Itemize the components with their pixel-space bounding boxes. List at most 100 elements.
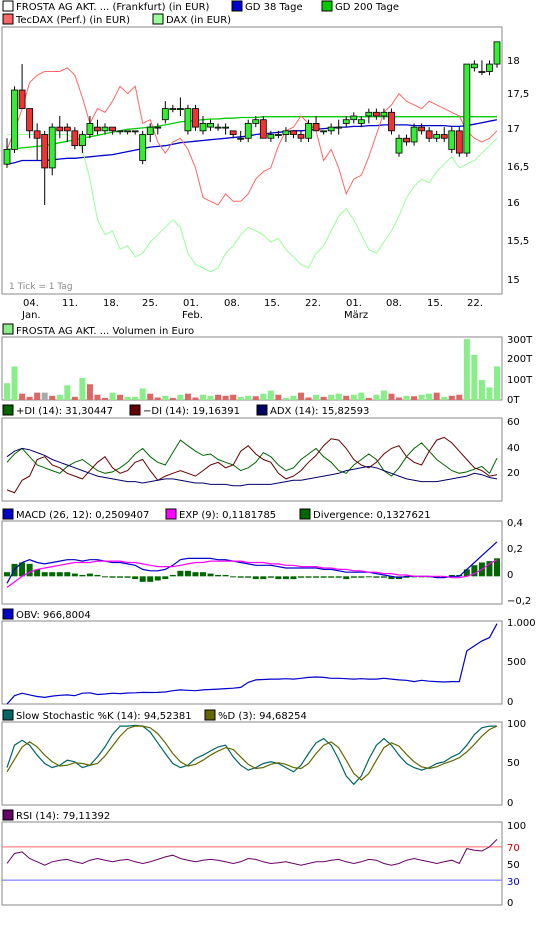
divergence-bar-35 (267, 576, 274, 578)
divergence-bar-13 (102, 576, 108, 578)
candle-body-22 (169, 108, 177, 110)
volume-legend: FROSTA AG AKT. ... Volumen in Euro (16, 326, 194, 337)
x-tick-jan-18: 18. (103, 298, 119, 309)
rsi-lines (2, 839, 502, 881)
divergence-bar-8 (64, 572, 71, 577)
candle-body-43 (327, 126, 335, 132)
dmi-y-tick-60: 60 (507, 417, 520, 428)
series-line-rsi-14 (6, 839, 498, 866)
candle-body-29 (222, 126, 230, 129)
macd-legend: MACD (26, 12): 0,2509407 EXP (9): 0,1181… (2, 508, 431, 521)
rsi-y-tick-100: 100 (507, 821, 526, 832)
legend-swatch-plus-di (2, 404, 14, 416)
divergence-bar-48 (365, 576, 372, 578)
volume-bar-47 (358, 392, 365, 400)
rsi-plot-frame (1, 821, 503, 906)
volume-bar-34 (260, 393, 267, 400)
volume-bar-4 (34, 392, 41, 400)
macd-y-tick-0: 0 (507, 570, 513, 581)
price-y-tick-15-5: 15,5 (507, 236, 529, 247)
legend-label-macd: MACD (26, 12): 0,2509407 (16, 510, 149, 521)
volume-bar-40 (305, 397, 312, 400)
candle-body-53 (403, 137, 410, 143)
candle-body-13 (101, 126, 109, 132)
candle-body-54 (410, 126, 418, 143)
volume-bar-45 (343, 395, 350, 400)
legend-swatch-divergence (299, 508, 311, 520)
volume-bar-3 (26, 396, 33, 400)
dmi-y-tick-40: 40 (507, 443, 520, 454)
candle-body-15 (116, 130, 124, 133)
legend-label-gd38: GD 38 Tage (245, 2, 303, 13)
volume-bar-51 (388, 393, 395, 400)
price-y-tick-16: 16 (507, 198, 520, 209)
candle-body-16 (124, 130, 132, 133)
obv-lines (6, 623, 498, 705)
legend-swatch-exp (165, 508, 177, 520)
candle-body-8 (63, 126, 71, 132)
divergence-bar-9 (71, 573, 78, 577)
price-lines (6, 67, 498, 273)
divergence-bar-57 (433, 576, 440, 578)
dmi-legend: +DI (14): 31,30447 −DI (14): 19,16391 AD… (2, 404, 369, 417)
x-tick-jan-04: 04. (23, 298, 39, 309)
divergence-bar-46 (350, 576, 357, 578)
candle-body-23 (176, 108, 184, 110)
candle-body-51 (388, 111, 395, 132)
divergence-bar-30 (230, 576, 237, 578)
divergence-bar-12 (94, 574, 101, 577)
volume-bar-0 (4, 383, 10, 400)
series-line-di-14 (6, 436, 498, 494)
legend-swatch-tecdax (2, 13, 14, 25)
volume-bar-39 (298, 392, 304, 400)
candle-body-55 (418, 126, 426, 132)
divergence-bar-4 (34, 569, 41, 577)
volume-bar-56 (426, 393, 433, 400)
divergence-bar-26 (200, 572, 206, 577)
volume-bar-35 (267, 390, 274, 400)
divergence-bar-7 (56, 572, 63, 577)
divergence-bar-32 (245, 576, 252, 578)
series-line-d-3 (6, 725, 498, 781)
rsi-y-axis: 100 70 50 30 0 (507, 821, 526, 909)
stoch-lines (6, 724, 498, 786)
divergence-bar-62 (471, 565, 478, 577)
candle-body-3 (26, 108, 34, 132)
obv-y-axis: 1.000 500 0 (507, 618, 536, 708)
volume-bar-44 (335, 393, 342, 400)
rsi-legend: RSI (14): 79,11392 (16, 811, 110, 822)
candle-body-65 (493, 41, 501, 65)
volume-bar-54 (411, 396, 418, 400)
candle-body-44 (335, 126, 343, 129)
legend-label-stoch-k: Slow Stochastic %K (14): 94,52381 (16, 711, 192, 722)
x-month-feb: Feb. (182, 310, 203, 321)
divergence-bar-65 (494, 558, 500, 577)
price-y-axis: 18 17,5 17 16,5 16 15,5 15 (507, 56, 529, 286)
dmi-y-tick-20: 20 (507, 468, 520, 479)
volume-bar-49 (373, 394, 380, 400)
divergence-bar-50 (380, 576, 387, 578)
candle-body-21 (161, 108, 169, 121)
candle-body-7 (56, 126, 64, 132)
legend-swatch-minus-di (129, 404, 141, 416)
volume-bar-18 (139, 388, 146, 400)
candle-body-50 (380, 111, 388, 117)
volume-bar-46 (350, 394, 357, 400)
series-line-slow-stochastic-k-14 (6, 724, 497, 786)
legend-label-divergence: Divergence: 0,1327621 (313, 510, 431, 521)
price-x-axis: 04. 11. 18. 25. 01. 08. 15. 22. 01. 08. … (21, 298, 483, 321)
divergence-bar-2 (19, 562, 26, 577)
divergence-bar-19 (147, 576, 154, 582)
volume-bar-65 (494, 366, 500, 400)
stoch-y-tick-100: 100 (507, 719, 526, 730)
volume-bar-6 (49, 395, 56, 400)
stoch-plot-frame (1, 721, 503, 806)
volume-bar-13 (102, 397, 108, 400)
divergence-bar-28 (215, 574, 222, 577)
volume-y-tick-100: 100T (507, 375, 533, 386)
volume-bar-28 (215, 394, 222, 400)
volume-bar-33 (252, 396, 259, 400)
legend-swatch-volume (2, 323, 14, 335)
legend-swatch-frosta (2, 0, 14, 12)
divergence-bar-47 (358, 576, 365, 578)
